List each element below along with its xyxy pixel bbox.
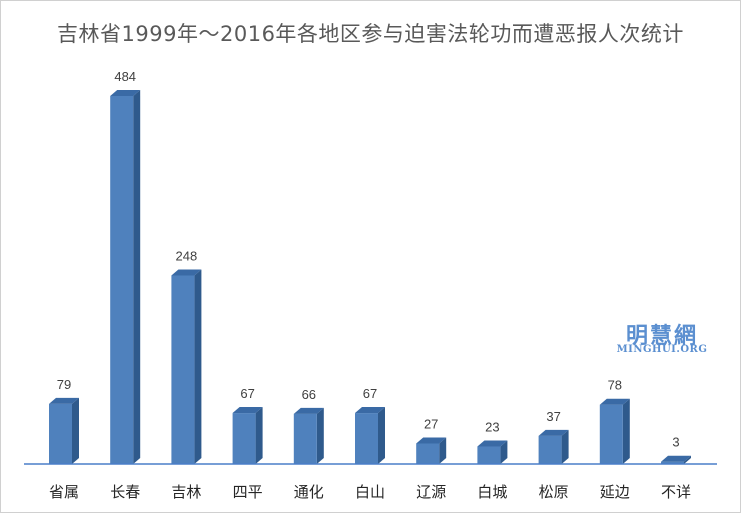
bar-10 [599, 398, 630, 464]
bar-side [378, 407, 385, 464]
category-label: 白山 [355, 483, 385, 501]
bar-1 [49, 397, 79, 464]
category-label: 通化 [294, 483, 324, 501]
bar-front [599, 404, 623, 464]
bar-side [133, 90, 141, 464]
bar-top [110, 90, 141, 96]
bar-top [232, 407, 263, 414]
chart-title: 吉林省1999年～2016年各地区参与迫害法轮功而遭恶报人次统计 [57, 22, 684, 46]
bar-side [684, 455, 691, 464]
value-label: 79 [57, 377, 71, 392]
bar-side [316, 407, 324, 464]
bar-top [49, 397, 79, 404]
bar-top [171, 269, 202, 276]
bar-9 [538, 429, 569, 464]
bar-2 [110, 90, 141, 464]
bar-side [622, 398, 630, 464]
category-label: 四平 [233, 483, 263, 501]
bar-top [599, 398, 630, 405]
bar-top [293, 407, 324, 414]
bar-3 [171, 269, 202, 464]
category-label: 吉林 [171, 483, 201, 501]
value-label: 78 [608, 378, 622, 393]
bar-11 [661, 455, 691, 464]
value-label: 484 [114, 69, 136, 84]
bars-layer [49, 90, 691, 464]
bar-front [661, 461, 684, 464]
bar-7 [416, 437, 447, 464]
bar-6 [355, 407, 385, 464]
category-label: 不详 [661, 483, 691, 501]
category-label: 延边 [600, 483, 630, 501]
bar-front [110, 96, 134, 464]
bar-5 [293, 407, 324, 464]
category-label: 长春 [110, 483, 140, 501]
value-label: 27 [424, 416, 438, 431]
bar-top [416, 437, 447, 444]
value-label: 3 [672, 435, 679, 450]
bar-side [255, 407, 263, 464]
bar-top [477, 440, 508, 447]
bar-4 [232, 407, 263, 464]
category-label: 省属 [49, 483, 79, 501]
value-label: 23 [485, 420, 499, 435]
value-label: 37 [546, 409, 560, 424]
category-label: 白城 [477, 483, 507, 501]
bar-side [194, 269, 202, 464]
bar-front [538, 435, 562, 464]
value-label: 67 [240, 386, 254, 401]
bar-front [355, 413, 378, 464]
bar-front [477, 446, 501, 464]
watermark-url: MINGHUI.ORG [616, 344, 708, 355]
bar-side [72, 397, 79, 464]
category-label: 辽源 [416, 483, 446, 501]
bar-top [355, 407, 385, 414]
watermark-logo: 明慧網 [625, 324, 698, 349]
value-label: 248 [176, 248, 198, 263]
labels-layer: 79 省属 484 长春 248 吉林 67 四平 66 通化 67 白山 27 辽源 23 白城 37 松原 78… [49, 69, 691, 501]
bar-front [49, 403, 72, 464]
bar-top [538, 429, 569, 436]
bar-8 [477, 440, 508, 464]
value-label: 66 [302, 387, 316, 402]
value-label: 67 [363, 386, 377, 401]
bar-front [416, 443, 440, 464]
bar-front [293, 413, 317, 464]
bar-top [661, 455, 691, 462]
bar-front [171, 275, 195, 464]
bar-side [439, 437, 447, 464]
bar-side [500, 440, 508, 464]
category-label: 松原 [539, 483, 569, 501]
bar-side [561, 429, 569, 464]
bar-front [232, 413, 256, 464]
